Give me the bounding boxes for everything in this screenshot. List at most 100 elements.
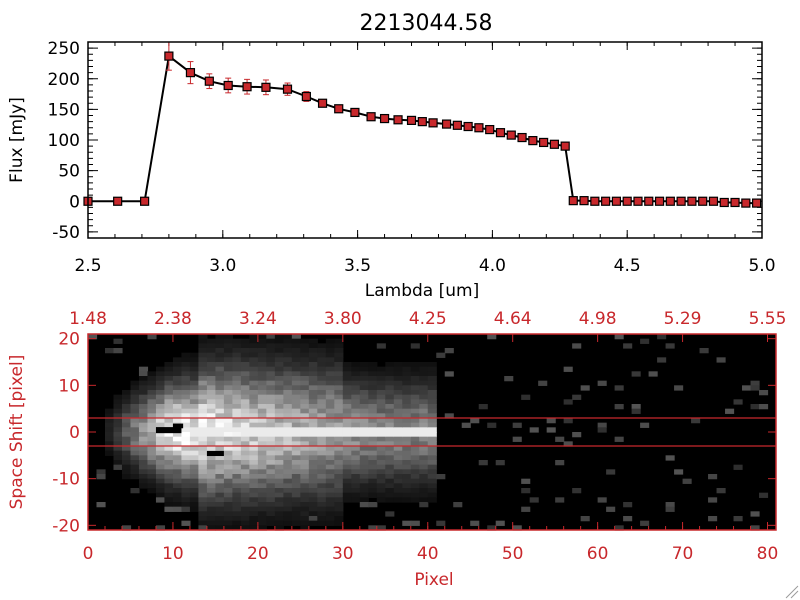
image-pixel (232, 422, 242, 428)
image-pixel (198, 502, 208, 508)
image-pixel (198, 427, 208, 433)
image-pixel (223, 413, 233, 419)
image-pixel (342, 418, 352, 424)
image-pixel (376, 418, 386, 424)
image-pixel (198, 492, 208, 498)
image-pixel (189, 455, 200, 461)
image-pixel (334, 446, 344, 452)
image-pixel (563, 399, 573, 405)
image-pixel (555, 497, 565, 503)
image-pixel (308, 474, 318, 480)
image-pixel (232, 488, 242, 494)
image-pixel (393, 422, 403, 428)
data-point (113, 196, 123, 206)
image-pixel (334, 399, 344, 405)
image-pixel (359, 394, 369, 400)
image-pixel (189, 469, 200, 475)
image-pixel (308, 492, 318, 498)
image-pixel (172, 506, 183, 512)
image-pixel (317, 469, 327, 475)
image-pixel (172, 488, 183, 494)
image-pixel (325, 516, 335, 522)
image-pixel (368, 446, 378, 452)
image-pixel (164, 404, 174, 410)
image-pixel (334, 413, 344, 419)
data-point (549, 139, 560, 149)
image-pixel (215, 502, 225, 508)
image-pixel (147, 371, 157, 377)
image-pixel (283, 492, 293, 498)
image-pixel (325, 348, 335, 354)
image-pixel (359, 380, 369, 386)
image-pixel (155, 464, 166, 470)
image-pixel (240, 399, 250, 405)
image-pixel (300, 455, 310, 461)
image-pixel (699, 348, 709, 354)
image-pixel (291, 376, 301, 382)
image-pixel (249, 418, 259, 424)
image-pixel (232, 469, 242, 475)
image-pixel (257, 371, 267, 377)
image-pixel (266, 474, 276, 480)
image-pixel (189, 436, 200, 442)
image-pixel (172, 413, 183, 419)
image-pixel (427, 441, 437, 447)
data-point (654, 196, 665, 206)
image-pixel (308, 343, 318, 349)
image-pixel (283, 352, 293, 358)
image-pixel (351, 446, 361, 452)
image-pixel (563, 418, 573, 424)
image-pixel (410, 418, 420, 424)
image-pixel (206, 371, 216, 377)
image-pixel (300, 338, 310, 344)
image-pixel (300, 520, 310, 526)
image-pixel (215, 394, 225, 400)
image-pixel (257, 376, 267, 382)
image-pixel (257, 413, 267, 419)
image-pixel (104, 432, 115, 438)
image-pixel (317, 394, 327, 400)
image-pixel (291, 436, 301, 442)
image-pixel (308, 357, 318, 363)
image-pixel (291, 404, 301, 410)
image-pixel (172, 399, 183, 405)
image-pixel (563, 366, 573, 372)
image-pixel (147, 441, 157, 447)
image-pixel (317, 483, 327, 489)
image-pixel (308, 450, 318, 456)
image-pixel (257, 516, 267, 522)
image-pixel (164, 418, 174, 424)
image-pixel (334, 478, 344, 484)
image-pixel (402, 469, 412, 475)
image-pixel (674, 469, 684, 475)
image-pixel (308, 464, 318, 470)
image-pixel (555, 460, 565, 466)
image-pixel (708, 474, 718, 480)
image-pixel (240, 352, 250, 358)
image-pixel (274, 450, 284, 456)
image-pixel (130, 404, 140, 410)
image-pixel (164, 394, 174, 400)
image-pixel (223, 334, 233, 340)
image-pixel (419, 408, 429, 414)
image-pixel (334, 488, 344, 494)
image-pixel (342, 394, 352, 400)
image-pixel (334, 343, 344, 349)
image-pixel (113, 422, 123, 428)
image-pixel (376, 427, 386, 433)
image-pixel (334, 455, 344, 461)
image-pixel (325, 483, 335, 489)
image-pixel (249, 352, 259, 358)
data-point (579, 196, 589, 206)
image-pixel (257, 469, 267, 475)
image-pixel (249, 399, 259, 405)
image-pixel (274, 418, 284, 424)
image-pixel (419, 492, 429, 498)
data-point (622, 196, 632, 206)
image-pixel (198, 464, 208, 470)
image-pixel (410, 371, 420, 377)
image-pixel (283, 385, 293, 391)
image-pixel (206, 516, 216, 522)
image-pixel (138, 399, 149, 405)
pixel-tick-label: 60 (587, 544, 609, 564)
